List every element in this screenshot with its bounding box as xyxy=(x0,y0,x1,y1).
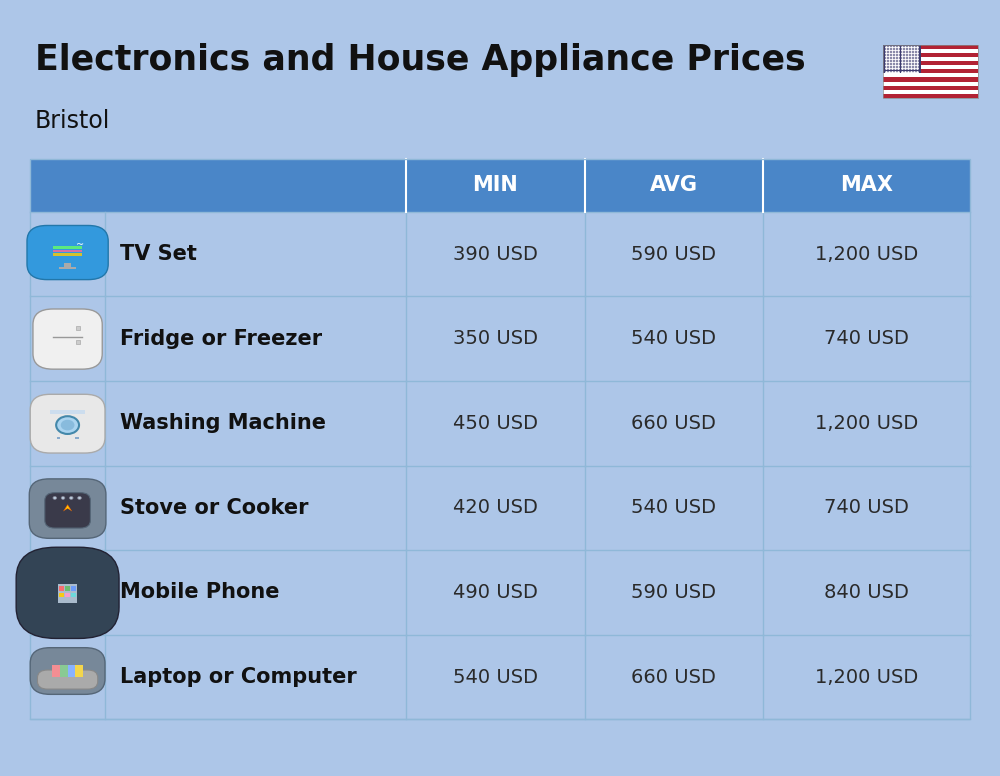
Circle shape xyxy=(56,416,79,434)
Text: 350 USD: 350 USD xyxy=(453,329,538,348)
Bar xyxy=(53,254,82,256)
Bar xyxy=(65,587,70,591)
Bar xyxy=(60,665,68,677)
Bar xyxy=(30,159,970,719)
Bar xyxy=(68,665,75,677)
Text: 1,200 USD: 1,200 USD xyxy=(815,414,918,433)
Bar xyxy=(30,212,970,296)
Bar xyxy=(883,57,978,61)
FancyBboxPatch shape xyxy=(30,394,105,453)
Bar xyxy=(883,90,978,94)
Text: Washing Machine: Washing Machine xyxy=(120,414,326,433)
Bar xyxy=(76,326,80,330)
Text: 390 USD: 390 USD xyxy=(453,244,538,264)
Bar xyxy=(883,69,978,74)
Bar xyxy=(76,340,80,344)
Circle shape xyxy=(78,497,81,500)
Text: Laptop or Computer: Laptop or Computer xyxy=(120,667,357,687)
Text: Bristol: Bristol xyxy=(35,109,110,133)
Bar xyxy=(883,45,921,74)
FancyBboxPatch shape xyxy=(29,479,106,539)
FancyBboxPatch shape xyxy=(27,226,108,279)
FancyBboxPatch shape xyxy=(33,309,102,369)
Text: 540 USD: 540 USD xyxy=(631,329,716,348)
Bar xyxy=(30,635,970,719)
Text: MIN: MIN xyxy=(472,175,518,196)
Bar xyxy=(883,74,978,78)
Text: 740 USD: 740 USD xyxy=(824,329,909,348)
Text: 660 USD: 660 USD xyxy=(631,667,716,687)
Text: AVG: AVG xyxy=(650,175,698,196)
Bar xyxy=(71,587,76,591)
FancyBboxPatch shape xyxy=(37,670,98,689)
Text: Fridge or Freezer: Fridge or Freezer xyxy=(120,329,322,348)
Text: 660 USD: 660 USD xyxy=(631,414,716,433)
Circle shape xyxy=(61,420,74,431)
FancyBboxPatch shape xyxy=(30,648,105,695)
Bar xyxy=(883,49,978,53)
Bar xyxy=(883,81,978,85)
Text: 490 USD: 490 USD xyxy=(453,583,538,602)
Text: Stove or Cooker: Stove or Cooker xyxy=(120,498,309,518)
Text: MAX: MAX xyxy=(840,175,893,196)
Text: 540 USD: 540 USD xyxy=(631,498,716,518)
Text: 1,200 USD: 1,200 USD xyxy=(815,244,918,264)
Bar xyxy=(71,593,76,597)
Bar xyxy=(30,296,970,381)
Bar xyxy=(75,437,79,439)
Bar xyxy=(75,665,83,677)
Bar xyxy=(53,246,82,249)
FancyBboxPatch shape xyxy=(16,547,119,639)
Text: 420 USD: 420 USD xyxy=(453,498,538,518)
Bar xyxy=(883,53,978,57)
Bar xyxy=(57,437,60,439)
Bar xyxy=(52,665,83,677)
Text: 840 USD: 840 USD xyxy=(824,583,909,602)
Bar xyxy=(30,381,970,466)
Text: Electronics and House Appliance Prices: Electronics and House Appliance Prices xyxy=(35,43,806,77)
Circle shape xyxy=(53,497,57,500)
Bar xyxy=(883,45,978,49)
Text: 590 USD: 590 USD xyxy=(631,244,716,264)
Bar xyxy=(59,587,64,591)
Bar xyxy=(883,45,978,98)
Bar xyxy=(30,550,970,635)
Bar xyxy=(883,85,978,90)
Text: Mobile Phone: Mobile Phone xyxy=(120,583,280,602)
Bar xyxy=(883,94,978,98)
Bar xyxy=(30,466,970,550)
Bar xyxy=(30,159,970,212)
Bar xyxy=(883,61,978,65)
Bar xyxy=(52,665,60,677)
Circle shape xyxy=(69,497,73,500)
Text: 540 USD: 540 USD xyxy=(453,667,538,687)
Bar xyxy=(59,593,64,597)
Bar xyxy=(65,593,70,597)
Circle shape xyxy=(61,497,65,500)
Text: TV Set: TV Set xyxy=(120,244,197,264)
Text: 740 USD: 740 USD xyxy=(824,498,909,518)
Bar xyxy=(53,250,82,252)
Polygon shape xyxy=(65,506,70,510)
Text: 1,200 USD: 1,200 USD xyxy=(815,667,918,687)
Bar xyxy=(883,65,978,69)
Text: ~: ~ xyxy=(76,241,84,250)
Bar xyxy=(50,410,85,414)
Bar xyxy=(59,267,76,269)
Bar xyxy=(883,78,978,81)
Text: 450 USD: 450 USD xyxy=(453,414,538,433)
Polygon shape xyxy=(63,504,72,511)
FancyBboxPatch shape xyxy=(45,493,90,528)
Text: 590 USD: 590 USD xyxy=(631,583,716,602)
Bar xyxy=(58,584,77,603)
Bar xyxy=(64,263,71,268)
